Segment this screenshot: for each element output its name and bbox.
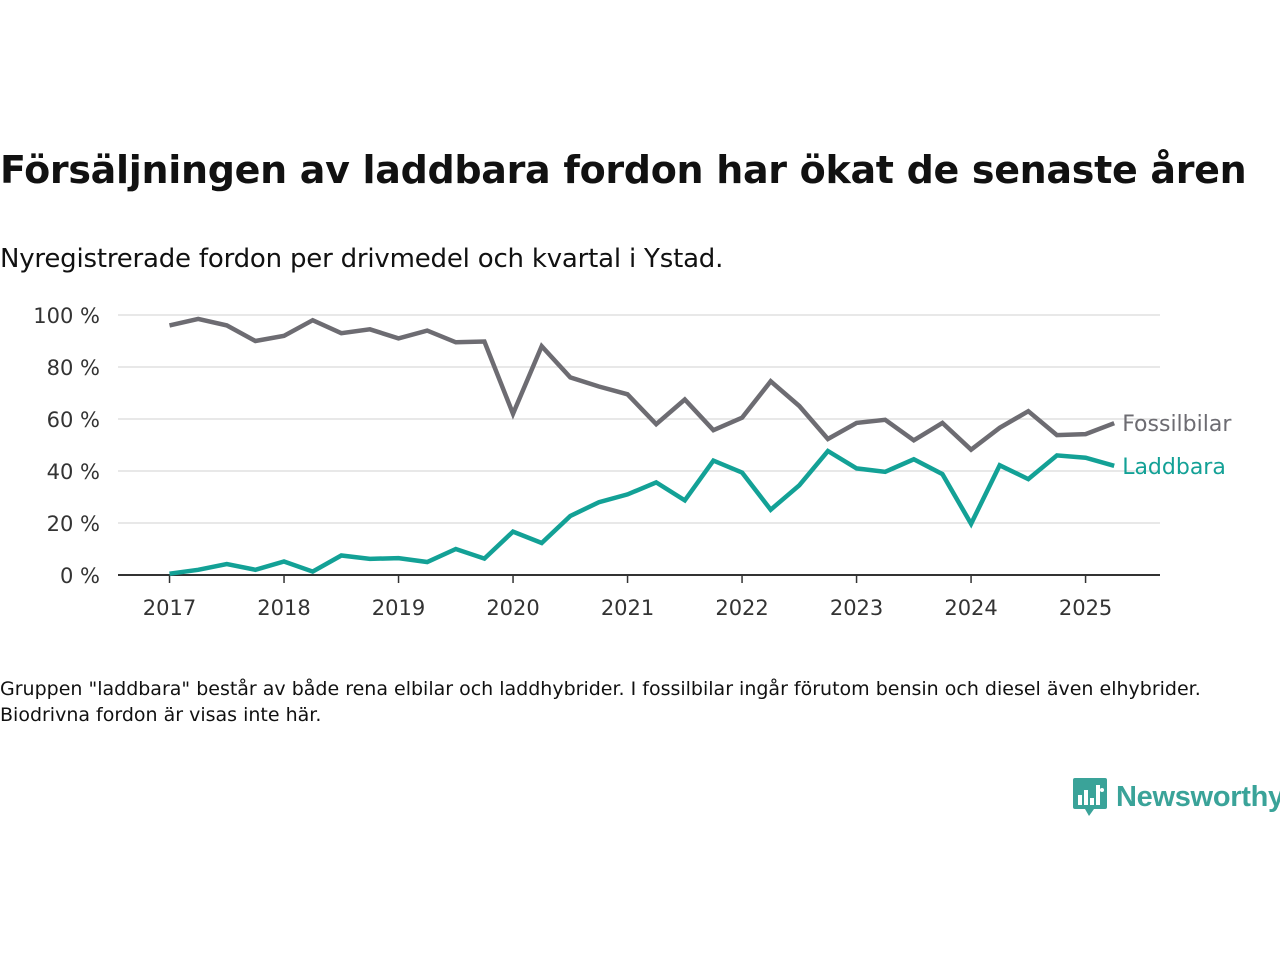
series-lines	[169, 316, 1116, 576]
x-tick-label: 2021	[601, 596, 654, 620]
x-tick-label: 2019	[372, 596, 425, 620]
x-axis: 2017 2018 2019 2020 2021 2022 2023 2024 2025	[118, 574, 1160, 620]
chart-subtitle: Nyregistrerade fordon per drivmedel och …	[0, 244, 724, 274]
x-tick-label: 2025	[1059, 596, 1112, 620]
y-tick-label: 40 %	[47, 460, 100, 484]
bar-chart-speech-bubble-icon	[1073, 778, 1107, 816]
x-tick-label: 2018	[257, 596, 310, 620]
y-tick-label: 60 %	[47, 408, 100, 432]
series-line-fossilbilar	[169, 316, 1116, 453]
series-label-laddbara: Laddbara	[1122, 455, 1226, 480]
y-axis-ticks: 0 % 20 % 40 % 60 % 80 % 100 %	[33, 304, 100, 588]
y-tick-label: 0 %	[60, 564, 100, 588]
gridlines	[118, 314, 1160, 524]
series-labels: Fossilbilar Laddbara	[1122, 412, 1232, 480]
footnote: Gruppen "laddbara" består av både rena e…	[0, 678, 1201, 726]
series-label-fossilbilar: Fossilbilar	[1122, 412, 1232, 437]
y-tick-label: 20 %	[47, 512, 100, 536]
logo-text: Newsworthy	[1116, 780, 1280, 813]
x-tick-label: 2017	[143, 596, 196, 620]
x-tick-label: 2020	[486, 596, 539, 620]
x-tick-label: 2023	[830, 596, 883, 620]
newsworthy-logo[interactable]: Newsworthy	[1072, 776, 1280, 818]
line-chart: 0 % 20 % 40 % 60 % 80 % 100 % 2017 2018 2019 202…	[33, 304, 1232, 620]
x-tick-label: 2024	[944, 596, 997, 620]
chart-title: Försäljningen av laddbara fordon har öka…	[0, 148, 1247, 192]
y-tick-label: 100 %	[33, 304, 100, 328]
x-tick-label: 2022	[715, 596, 768, 620]
series-line-laddbara	[169, 448, 1115, 576]
y-tick-label: 80 %	[47, 356, 100, 380]
